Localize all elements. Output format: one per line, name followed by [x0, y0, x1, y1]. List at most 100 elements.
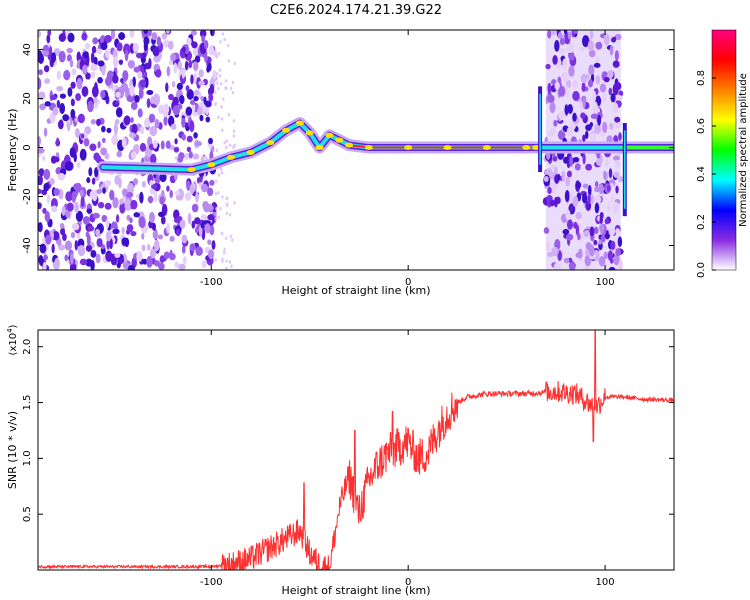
noise-speckle — [71, 68, 77, 76]
noise-speckle — [81, 86, 89, 97]
noise-speckle — [101, 125, 106, 133]
noise-speckle — [572, 79, 578, 90]
noise-speckle — [51, 243, 55, 254]
colorbar-tick-label: 0.2 — [696, 214, 707, 230]
noise-speckle — [557, 130, 566, 140]
noise-speckle — [555, 196, 561, 205]
noise-speckle — [149, 211, 155, 223]
noise-speckle — [152, 230, 159, 240]
noise-speckle — [614, 159, 619, 170]
noise-speckle — [122, 73, 127, 83]
noise-speckle — [137, 71, 143, 80]
noise-speckle — [193, 95, 199, 102]
noise-speckle — [43, 65, 50, 73]
noise-speckle — [104, 202, 112, 210]
noise-speckle — [141, 52, 147, 59]
noise-speckle — [594, 180, 599, 188]
noise-speckle — [131, 123, 138, 135]
noise-speckle — [129, 30, 135, 38]
noise-speckle — [77, 113, 85, 124]
noise-speckle — [557, 76, 562, 84]
spectrogram-xtick-label: -100 — [200, 277, 223, 288]
noise-speckle — [612, 155, 621, 161]
noise-speckle — [89, 143, 97, 152]
noise-speckle — [93, 152, 100, 161]
noise-speckle — [612, 36, 617, 42]
noise-speckle — [75, 210, 84, 222]
noise-speckle — [205, 105, 209, 116]
noise-speckle — [38, 174, 43, 186]
noise-speckle — [96, 188, 103, 195]
noise-speckle — [170, 53, 176, 62]
noise-speckle — [161, 32, 167, 40]
noise-speckle — [608, 87, 613, 96]
noise-speckle — [193, 72, 198, 85]
colorbar-label: Normalized spectral amplitude — [738, 73, 749, 227]
noise-speckle — [220, 170, 224, 175]
noise-speckle — [598, 256, 606, 267]
noise-speckle — [582, 134, 586, 142]
noise-speckle — [189, 99, 196, 106]
noise-speckle — [112, 228, 120, 235]
noise-speckle — [139, 79, 147, 88]
ridge-blob — [443, 145, 452, 151]
noise-speckle — [74, 128, 80, 139]
noise-speckle — [94, 167, 99, 178]
noise-speckle — [64, 240, 73, 251]
noise-speckle — [569, 155, 573, 167]
noise-speckle — [59, 102, 66, 115]
spectrogram-ytick-label: 40 — [22, 43, 33, 56]
noise-speckle — [172, 96, 179, 108]
noise-speckle — [618, 259, 623, 270]
noise-speckle — [161, 190, 165, 196]
noise-speckle — [79, 148, 87, 161]
noise-speckle — [191, 41, 198, 49]
noise-speckle — [231, 80, 235, 85]
noise-speckle — [179, 94, 185, 105]
noise-speckle — [220, 105, 223, 109]
noise-speckle — [204, 100, 212, 108]
noise-speckle — [220, 167, 223, 171]
noise-speckle — [589, 30, 594, 40]
noise-speckle — [563, 257, 570, 264]
noise-speckle — [56, 85, 64, 92]
noise-speckle — [581, 81, 586, 93]
noise-speckle — [215, 216, 218, 221]
noise-speckle — [126, 192, 134, 198]
noise-speckle — [96, 118, 101, 127]
colorbar-tick-label: 0.4 — [696, 166, 707, 182]
noise-speckle — [600, 131, 605, 137]
noise-speckle — [216, 81, 219, 85]
noise-speckle — [564, 189, 570, 202]
noise-speckle — [181, 46, 186, 53]
noise-speckle — [582, 183, 589, 189]
spectrogram-ytick-label: -40 — [22, 237, 33, 253]
spectrogram-ytick-label: 20 — [22, 92, 33, 105]
noise-speckle — [43, 254, 49, 261]
noise-speckle — [152, 139, 158, 149]
noise-speckle — [44, 101, 51, 107]
noise-speckle — [101, 137, 106, 144]
noise-speckle — [217, 215, 220, 220]
noise-speckle — [58, 33, 66, 42]
noise-speckle — [556, 173, 561, 182]
noise-speckle — [165, 82, 169, 93]
noise-speckle — [228, 260, 232, 264]
noise-speckle — [594, 186, 601, 193]
noise-speckle — [582, 266, 591, 270]
noise-speckle — [201, 228, 206, 241]
noise-speckle — [230, 264, 233, 268]
noise-speckle — [90, 259, 95, 270]
noise-speckle — [167, 40, 174, 50]
noise-speckle — [67, 32, 75, 43]
noise-speckle — [190, 30, 197, 36]
noise-speckle — [603, 33, 610, 46]
noise-speckle — [169, 249, 173, 258]
noise-speckle — [582, 192, 588, 204]
noise-speckle — [57, 119, 64, 130]
snr-ytick-label: 1.5 — [22, 395, 33, 411]
noise-speckle — [106, 239, 111, 250]
noise-speckle — [190, 74, 194, 85]
noise-speckle — [602, 121, 608, 134]
noise-speckle — [554, 39, 560, 52]
